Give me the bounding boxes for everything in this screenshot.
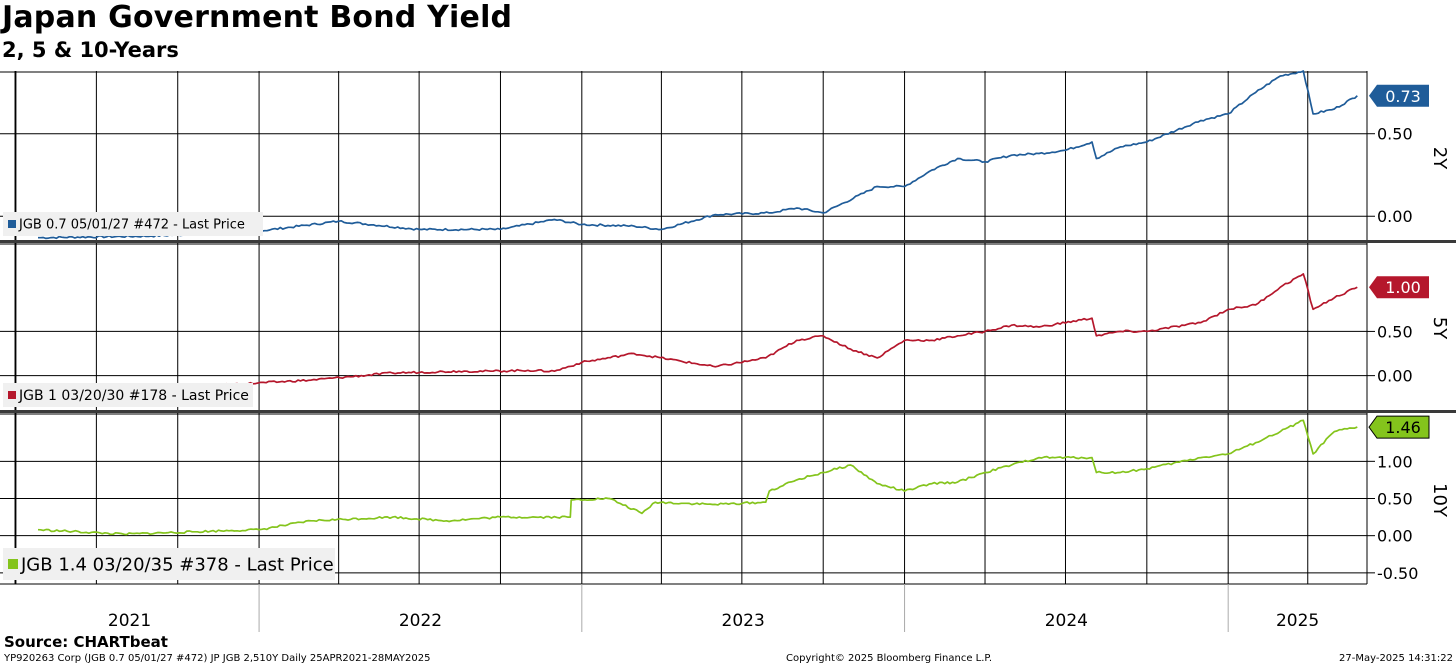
footer-timestamp: 27-May-2025 14:31:22 <box>1339 653 1453 664</box>
legend-background <box>3 383 253 407</box>
panel-label: 2Y <box>1429 147 1450 170</box>
panel-5y: 0.50 0.00 1.00 5Y JGB 1 03/20/30 #178 - Last… <box>0 243 1450 411</box>
x-tick-label: 2022 <box>399 611 442 631</box>
legend: JGB 1 03/20/30 #178 - Last Price <box>3 383 253 407</box>
last-value-label: 1.00 <box>1385 278 1421 297</box>
last-value-tag-shape <box>1368 415 1430 439</box>
series-line-5y <box>37 273 1358 389</box>
panel-separator <box>0 410 1456 413</box>
last-value-tag-shape <box>1369 84 1429 107</box>
last-value-label: 0.73 <box>1385 87 1421 106</box>
legend-background <box>3 212 263 236</box>
x-tick-label: 2023 <box>722 611 765 631</box>
last-value-tag: 1.00 <box>1369 276 1429 299</box>
page-subtitle: 2, 5 & 10-Years <box>2 38 179 62</box>
panel-label: 10Y <box>1429 483 1450 518</box>
legend-label: JGB 1.4 03/20/35 #378 - Last Price <box>20 554 334 575</box>
legend-label: JGB 1 03/20/30 #178 - Last Price <box>18 388 249 404</box>
last-value-tag-shape <box>1369 276 1429 299</box>
footer-copyright: Copyright© 2025 Bloomberg Finance L.P. <box>786 653 993 664</box>
source-label: Source: CHARTbeat <box>4 633 168 651</box>
page-title: Japan Government Bond Yield <box>2 0 513 35</box>
y-tick-label: 1.00 <box>1377 452 1413 471</box>
footer-ticker-info: YP920263 Corp (JGB 0.7 05/01/27 #472) JP… <box>4 653 431 664</box>
legend-label: JGB 0.7 05/01/27 #472 - Last Price <box>18 218 245 233</box>
y-tick-label: 0.00 <box>1377 207 1413 226</box>
y-tick-label: 0.00 <box>1377 527 1413 546</box>
legend-background <box>3 548 335 580</box>
x-tick-label: 2024 <box>1045 611 1088 631</box>
x-tick-label: 2025 <box>1276 611 1319 631</box>
legend-swatch <box>8 559 18 569</box>
last-value-tag: 1.46 <box>1368 415 1430 439</box>
y-tick-label: 0.50 <box>1377 125 1413 144</box>
last-value-tag: 0.73 <box>1369 84 1429 107</box>
y-tick-label: -0.50 <box>1377 564 1418 583</box>
legend: JGB 0.7 05/01/27 #472 - Last Price <box>3 212 263 236</box>
legend: JGB 1.4 03/20/35 #378 - Last Price <box>3 548 335 580</box>
panel-2y: 0.50 0.00 0.73 2Y JGB 0.7 05/01/27 #472 - La… <box>0 70 1450 241</box>
panel-10y: 1.00 0.50 0.00 -0.50 1.46 10Y JGB 1.4 03/20/35… <box>0 413 1450 584</box>
legend-swatch <box>8 391 16 399</box>
series-line-10y <box>37 419 1358 536</box>
legend-swatch <box>8 220 16 228</box>
y-tick-label: 0.00 <box>1377 367 1413 386</box>
y-tick-label: 0.50 <box>1377 322 1413 341</box>
last-value-label: 1.46 <box>1385 418 1421 437</box>
panel-label: 5Y <box>1429 317 1450 340</box>
x-tick-label: 2021 <box>108 611 151 631</box>
y-tick-label: 0.50 <box>1377 490 1413 509</box>
panel-separator <box>0 240 1456 243</box>
